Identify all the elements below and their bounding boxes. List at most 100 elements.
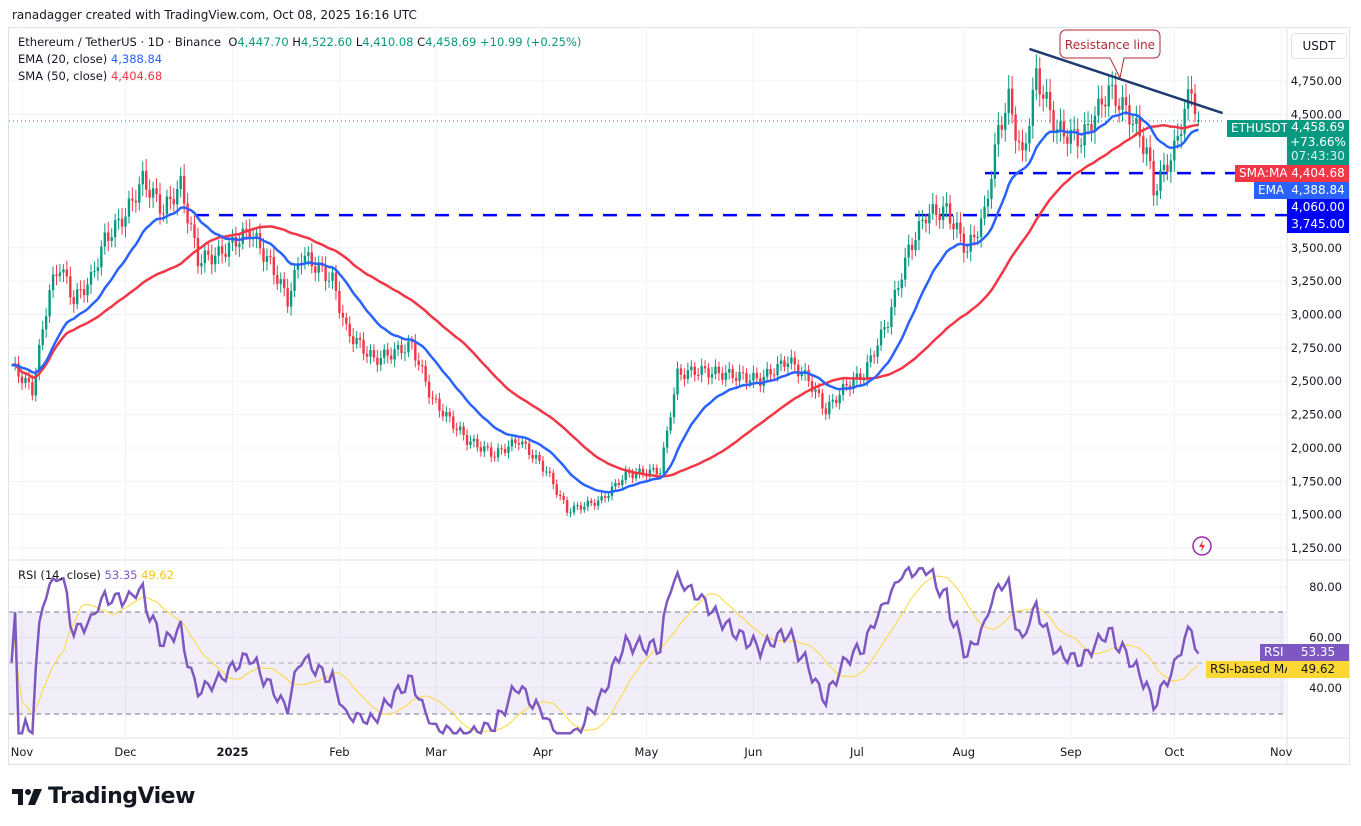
candle-body	[476, 438, 479, 448]
candle-body	[490, 447, 493, 457]
candle-body	[107, 232, 110, 241]
candle-body	[1073, 129, 1076, 131]
rsi-legend[interactable]: RSI (14, close) 53.35 49.62	[18, 568, 174, 582]
candle-body	[510, 439, 514, 447]
candle-body	[407, 341, 410, 353]
candle-body	[569, 512, 572, 514]
candle-body	[1107, 85, 1110, 107]
candle-body	[389, 355, 393, 360]
candle-body	[562, 495, 565, 501]
candle-body	[265, 256, 269, 262]
alert-icon[interactable]	[1192, 536, 1212, 556]
candle-body	[879, 329, 883, 346]
candle-body	[659, 473, 662, 475]
candle-body	[900, 279, 903, 289]
rsi-tag-value: 53.35	[1287, 644, 1349, 661]
candle-body	[583, 506, 586, 510]
candle-body	[652, 468, 655, 470]
candle-body	[1104, 104, 1107, 107]
candle-body	[283, 279, 286, 289]
candle-body	[69, 276, 72, 298]
candle-body	[1093, 115, 1097, 132]
candle-body	[214, 255, 217, 265]
candle-body	[258, 233, 262, 249]
candle-body	[679, 368, 683, 375]
symbol-tag: ETHUSDT	[1227, 120, 1292, 137]
candle-body	[89, 271, 93, 285]
candle-body	[44, 316, 48, 330]
candle-body	[859, 373, 862, 380]
rsi-tag-name: RSI	[1260, 644, 1288, 661]
symbol-legend[interactable]: Ethereum / TetherUS · 1D · Binance O4,44…	[18, 35, 581, 49]
candle-body	[945, 203, 948, 207]
candle-body	[693, 366, 696, 375]
candle-body	[607, 496, 610, 499]
candle-body	[220, 246, 224, 254]
sma-tag-name: SMA:MA	[1235, 165, 1292, 182]
candle-body	[828, 401, 831, 415]
candle-body	[400, 345, 403, 354]
candle-body	[572, 505, 576, 513]
candle-body	[807, 370, 810, 382]
candle-body	[255, 233, 258, 238]
candle-body	[697, 374, 700, 376]
candle-body	[200, 263, 203, 267]
currency-button[interactable]: USDT	[1291, 33, 1347, 59]
candle-body	[365, 353, 369, 357]
low-label: L	[355, 35, 363, 49]
candle-body	[838, 394, 841, 404]
candle-body	[341, 312, 345, 318]
high-value: 4,522.60	[300, 35, 353, 49]
open-value: 4,447.70	[237, 35, 289, 49]
candle-body	[648, 469, 652, 477]
candle-body	[883, 327, 886, 330]
candle-body	[331, 272, 334, 281]
resistance-line[interactable]	[1029, 47, 1223, 115]
candle-body	[593, 502, 596, 506]
candle-body	[986, 198, 990, 207]
candle-body	[531, 454, 534, 459]
candle-body	[1114, 84, 1117, 106]
tradingview-logo[interactable]: TradingView	[12, 784, 195, 809]
candle-body	[948, 203, 952, 224]
candle-body	[414, 341, 417, 361]
candle-body	[548, 471, 552, 473]
time-tick-label: Feb	[329, 745, 349, 759]
symbol-name: Ethereum / TetherUS · 1D · Binance	[18, 35, 222, 49]
candle-body	[193, 224, 196, 238]
candle-body	[814, 389, 817, 392]
candle-body	[438, 398, 441, 411]
candle-body	[1100, 98, 1104, 105]
candle-body	[783, 360, 786, 367]
time-tick-label: Dec	[114, 745, 136, 759]
candle-body	[527, 443, 531, 455]
candle-body	[1135, 118, 1138, 124]
candle-body	[596, 500, 600, 506]
candle-body	[182, 175, 186, 204]
candle-body	[269, 256, 272, 258]
candle-body	[158, 194, 162, 214]
candle-body	[113, 220, 117, 238]
time-tick-label: Jul	[849, 745, 864, 759]
candle-body	[417, 360, 420, 366]
candle-body	[686, 370, 690, 380]
candle-body	[1031, 89, 1035, 126]
candle-body	[431, 397, 434, 399]
candle-body	[507, 446, 510, 453]
candle-body	[96, 267, 100, 272]
candle-body	[786, 363, 790, 367]
time-tick-label: Sep	[1060, 745, 1082, 759]
resistance-callout[interactable]: Resistance line	[1059, 29, 1161, 80]
candle-body	[500, 448, 503, 450]
candle-body	[921, 219, 924, 222]
candle-body	[358, 337, 362, 340]
candle-body	[1000, 124, 1003, 130]
time-tick-label: Nov	[1270, 745, 1293, 759]
candle-body	[728, 368, 731, 373]
candle-body	[162, 213, 165, 215]
sma-legend[interactable]: SMA (50, close) 4,404.68	[18, 69, 162, 83]
low-value: 4,410.08	[362, 35, 414, 49]
candle-body	[345, 317, 348, 324]
ema-legend[interactable]: EMA (20, close) 4,388.84	[18, 52, 162, 66]
